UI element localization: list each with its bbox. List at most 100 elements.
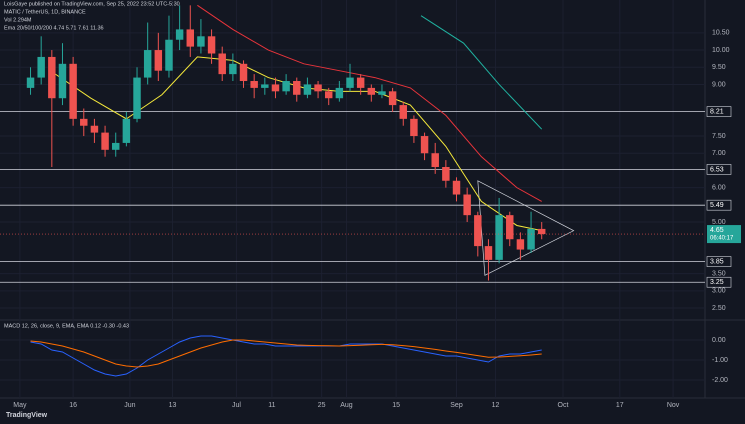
- candle-body: [293, 81, 301, 95]
- y-tick-label: 6.00: [712, 184, 726, 191]
- y-tick-label: 7.50: [712, 133, 726, 140]
- candle-body: [282, 81, 290, 92]
- y-tick-label: -2.00: [712, 377, 728, 384]
- symbol: MATIC / TetherUS, 1D, BINANCE: [4, 9, 86, 15]
- candle-body: [399, 105, 407, 119]
- x-tick-label: Sep: [450, 402, 463, 409]
- candle-body: [48, 56, 56, 99]
- candle-body: [229, 63, 237, 75]
- last-price-timer: 06:40:17: [710, 236, 734, 242]
- candle-body: [527, 228, 535, 250]
- ema-label: Ema 20/50/100/200 4.74 5.71 7.61 11.36: [4, 25, 104, 31]
- y-tick-label: -1.00: [712, 357, 728, 364]
- y-tick-label: 7.00: [712, 150, 726, 157]
- candle-body: [101, 132, 109, 150]
- x-tick-label: May: [13, 402, 27, 409]
- x-tick-label: 12: [492, 402, 500, 409]
- x-tick-label: 15: [392, 402, 400, 409]
- candle-body: [90, 125, 99, 133]
- candle-body: [442, 167, 450, 181]
- y-tick-label: 9.00: [712, 81, 726, 88]
- macd-label: MACD 12, 26, close, 9, EMA, EMA 0.12 -0.…: [4, 323, 129, 329]
- x-tick-label: 17: [616, 402, 624, 409]
- candle-body: [356, 77, 365, 88]
- y-tick-label: 10.50: [712, 30, 730, 37]
- candle-body: [367, 87, 376, 95]
- y-tick-label: 3.50: [712, 270, 726, 277]
- candle-body: [271, 84, 280, 92]
- candle-body: [261, 84, 269, 88]
- candle-body: [207, 36, 216, 54]
- candle-body: [324, 91, 333, 99]
- x-tick-label: Nov: [667, 402, 680, 409]
- x-tick-label: 11: [268, 402, 275, 409]
- candle-body: [335, 87, 344, 99]
- candle-body: [218, 53, 226, 75]
- level-box: [706, 199, 732, 211]
- candle-body: [484, 246, 493, 260]
- volume-label: Vol 2.294M: [4, 17, 32, 23]
- x-tick-label: Jun: [124, 402, 135, 409]
- macd-line: [30, 335, 542, 377]
- candle-body: [122, 118, 131, 143]
- candle-body: [143, 50, 152, 78]
- candle-body: [314, 84, 322, 92]
- moving-average: [420, 15, 543, 130]
- level-label: 3.85: [710, 258, 724, 265]
- candle-body: [474, 215, 482, 247]
- logo: TradingView: [6, 412, 48, 419]
- candle-body: [537, 228, 546, 235]
- level-label: 5.49: [710, 202, 724, 209]
- candle-body: [388, 91, 397, 106]
- candle-body: [165, 39, 173, 71]
- candle-body: [37, 56, 45, 78]
- candle-body: [58, 63, 67, 99]
- candle-body: [197, 36, 205, 47]
- x-tick-label: 13: [169, 402, 177, 409]
- level-label: 3.25: [710, 279, 724, 286]
- candle-body: [420, 136, 429, 154]
- candle-body: [186, 29, 194, 47]
- x-tick-label: 16: [69, 402, 77, 409]
- candle-body: [133, 77, 141, 119]
- moving-average: [197, 4, 542, 202]
- candle-body: [410, 118, 418, 137]
- level-box: [706, 164, 732, 175]
- last-price-box: [707, 225, 741, 244]
- candle-body: [346, 77, 354, 88]
- x-tick-label: 25: [318, 402, 326, 409]
- level-box: [706, 256, 732, 267]
- last-price-label: 4.65: [710, 227, 724, 234]
- candle-body: [452, 180, 461, 195]
- candle-body: [175, 29, 184, 40]
- candle-body: [250, 81, 258, 88]
- candle-body: [26, 77, 35, 88]
- candle-body: [516, 239, 525, 250]
- candle-body: [111, 142, 120, 150]
- candle-body: [506, 215, 514, 240]
- candle-body: [154, 50, 163, 71]
- x-tick-label: Oct: [558, 402, 569, 409]
- x-tick-label: Jul: [232, 402, 241, 409]
- candle-body: [303, 84, 312, 95]
- x-tick-label: Aug: [340, 402, 353, 409]
- y-tick-label: 3.00: [712, 288, 726, 295]
- candle-body: [431, 153, 439, 168]
- candle-body: [378, 91, 386, 95]
- signal-line: [30, 339, 542, 368]
- level-box: [706, 106, 732, 117]
- y-tick-label: 2.50: [712, 305, 726, 312]
- level-label: 6.53: [710, 166, 724, 173]
- level-label: 8.21: [710, 108, 724, 115]
- level-box: [706, 276, 732, 288]
- candle-body: [80, 118, 88, 126]
- candle-body: [495, 215, 503, 260]
- candle-body: [69, 63, 77, 119]
- y-tick-label: 10.00: [712, 47, 730, 54]
- y-tick-label: 9.50: [712, 64, 726, 71]
- candle-body: [463, 194, 471, 216]
- y-tick-label: 5.00: [712, 219, 726, 226]
- publisher: LoisGaye published on TradingView.com, S…: [4, 1, 180, 7]
